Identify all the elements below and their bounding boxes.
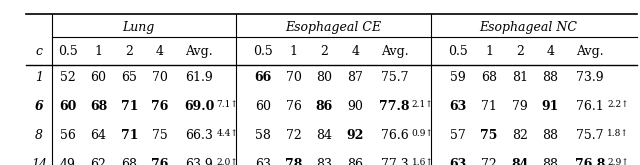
Text: 63.9: 63.9	[186, 158, 213, 165]
Text: 84: 84	[511, 158, 529, 165]
Text: 80: 80	[316, 71, 332, 84]
Text: 76.8: 76.8	[575, 158, 605, 165]
Text: Esophageal NC: Esophageal NC	[479, 21, 577, 34]
Text: 63: 63	[255, 158, 271, 165]
Text: 2: 2	[516, 46, 524, 58]
Text: c: c	[36, 46, 42, 58]
Text: 59: 59	[451, 71, 466, 84]
Text: 0.5: 0.5	[449, 46, 468, 58]
Text: 2.2↑: 2.2↑	[607, 100, 628, 109]
Text: 92: 92	[346, 129, 364, 142]
Text: Avg.: Avg.	[186, 46, 213, 58]
Text: 60: 60	[91, 71, 106, 84]
Text: 77.8: 77.8	[380, 100, 410, 113]
Text: Esophageal CE: Esophageal CE	[285, 21, 381, 34]
Text: Avg.: Avg.	[381, 46, 408, 58]
Text: 76.1: 76.1	[576, 100, 604, 113]
Text: 76: 76	[286, 100, 301, 113]
Text: 63: 63	[450, 158, 467, 165]
Text: 77.3: 77.3	[381, 158, 408, 165]
Text: 72: 72	[286, 129, 301, 142]
Text: 84: 84	[316, 129, 332, 142]
Text: 70: 70	[286, 71, 301, 84]
Text: 88: 88	[543, 71, 559, 84]
Text: 72: 72	[481, 158, 497, 165]
Text: 2.0↑: 2.0↑	[216, 158, 238, 165]
Text: 73.9: 73.9	[576, 71, 604, 84]
Text: 75.7: 75.7	[381, 71, 408, 84]
Text: Lung: Lung	[122, 21, 154, 34]
Text: 1.8↑: 1.8↑	[607, 129, 629, 138]
Text: 66.3: 66.3	[186, 129, 213, 142]
Text: 8: 8	[35, 129, 43, 142]
Text: 62: 62	[91, 158, 106, 165]
Text: 4.4↑: 4.4↑	[216, 129, 239, 138]
Text: 2.1↑: 2.1↑	[412, 100, 433, 109]
Text: 65: 65	[122, 71, 137, 84]
Text: 71: 71	[120, 129, 138, 142]
Text: 91: 91	[541, 100, 559, 113]
Text: 1: 1	[485, 46, 493, 58]
Text: 60: 60	[59, 100, 77, 113]
Text: 82: 82	[512, 129, 527, 142]
Text: 66: 66	[255, 71, 271, 84]
Text: 57: 57	[451, 129, 466, 142]
Text: 1.6↑: 1.6↑	[412, 158, 434, 165]
Text: 76: 76	[151, 100, 169, 113]
Text: 4: 4	[547, 46, 554, 58]
Text: 58: 58	[255, 129, 271, 142]
Text: 68: 68	[90, 100, 107, 113]
Text: 68: 68	[481, 71, 497, 84]
Text: 60: 60	[255, 100, 271, 113]
Text: 6: 6	[35, 100, 44, 113]
Text: 4: 4	[351, 46, 359, 58]
Text: 71: 71	[120, 100, 138, 113]
Text: 86: 86	[316, 100, 333, 113]
Text: 1: 1	[290, 46, 298, 58]
Text: 83: 83	[316, 158, 332, 165]
Text: 61.9: 61.9	[186, 71, 213, 84]
Text: 88: 88	[543, 129, 559, 142]
Text: 0.9↑: 0.9↑	[412, 129, 434, 138]
Text: 52: 52	[60, 71, 76, 84]
Text: 68: 68	[122, 158, 138, 165]
Text: 88: 88	[543, 158, 559, 165]
Text: 0.5: 0.5	[58, 46, 77, 58]
Text: 79: 79	[512, 100, 527, 113]
Text: 63: 63	[450, 100, 467, 113]
Text: 4: 4	[156, 46, 164, 58]
Text: 75: 75	[152, 129, 168, 142]
Text: 78: 78	[285, 158, 303, 165]
Text: 64: 64	[91, 129, 106, 142]
Text: 56: 56	[60, 129, 76, 142]
Text: 76: 76	[151, 158, 169, 165]
Text: 2: 2	[321, 46, 328, 58]
Text: 14: 14	[31, 158, 47, 165]
Text: 0.5: 0.5	[253, 46, 273, 58]
Text: 90: 90	[348, 100, 363, 113]
Text: 1: 1	[95, 46, 102, 58]
Text: 7.1↑: 7.1↑	[216, 100, 239, 109]
Text: 87: 87	[348, 71, 363, 84]
Text: 81: 81	[512, 71, 528, 84]
Text: Avg.: Avg.	[576, 46, 604, 58]
Text: 69.0: 69.0	[184, 100, 214, 113]
Text: 75.7: 75.7	[576, 129, 604, 142]
Text: 86: 86	[347, 158, 363, 165]
Text: 70: 70	[152, 71, 168, 84]
Text: 75: 75	[480, 129, 498, 142]
Text: 49: 49	[60, 158, 76, 165]
Text: 71: 71	[481, 100, 497, 113]
Text: 76.6: 76.6	[381, 129, 408, 142]
Text: 1: 1	[35, 71, 43, 84]
Text: 2: 2	[125, 46, 133, 58]
Text: 2.9↑: 2.9↑	[607, 158, 628, 165]
